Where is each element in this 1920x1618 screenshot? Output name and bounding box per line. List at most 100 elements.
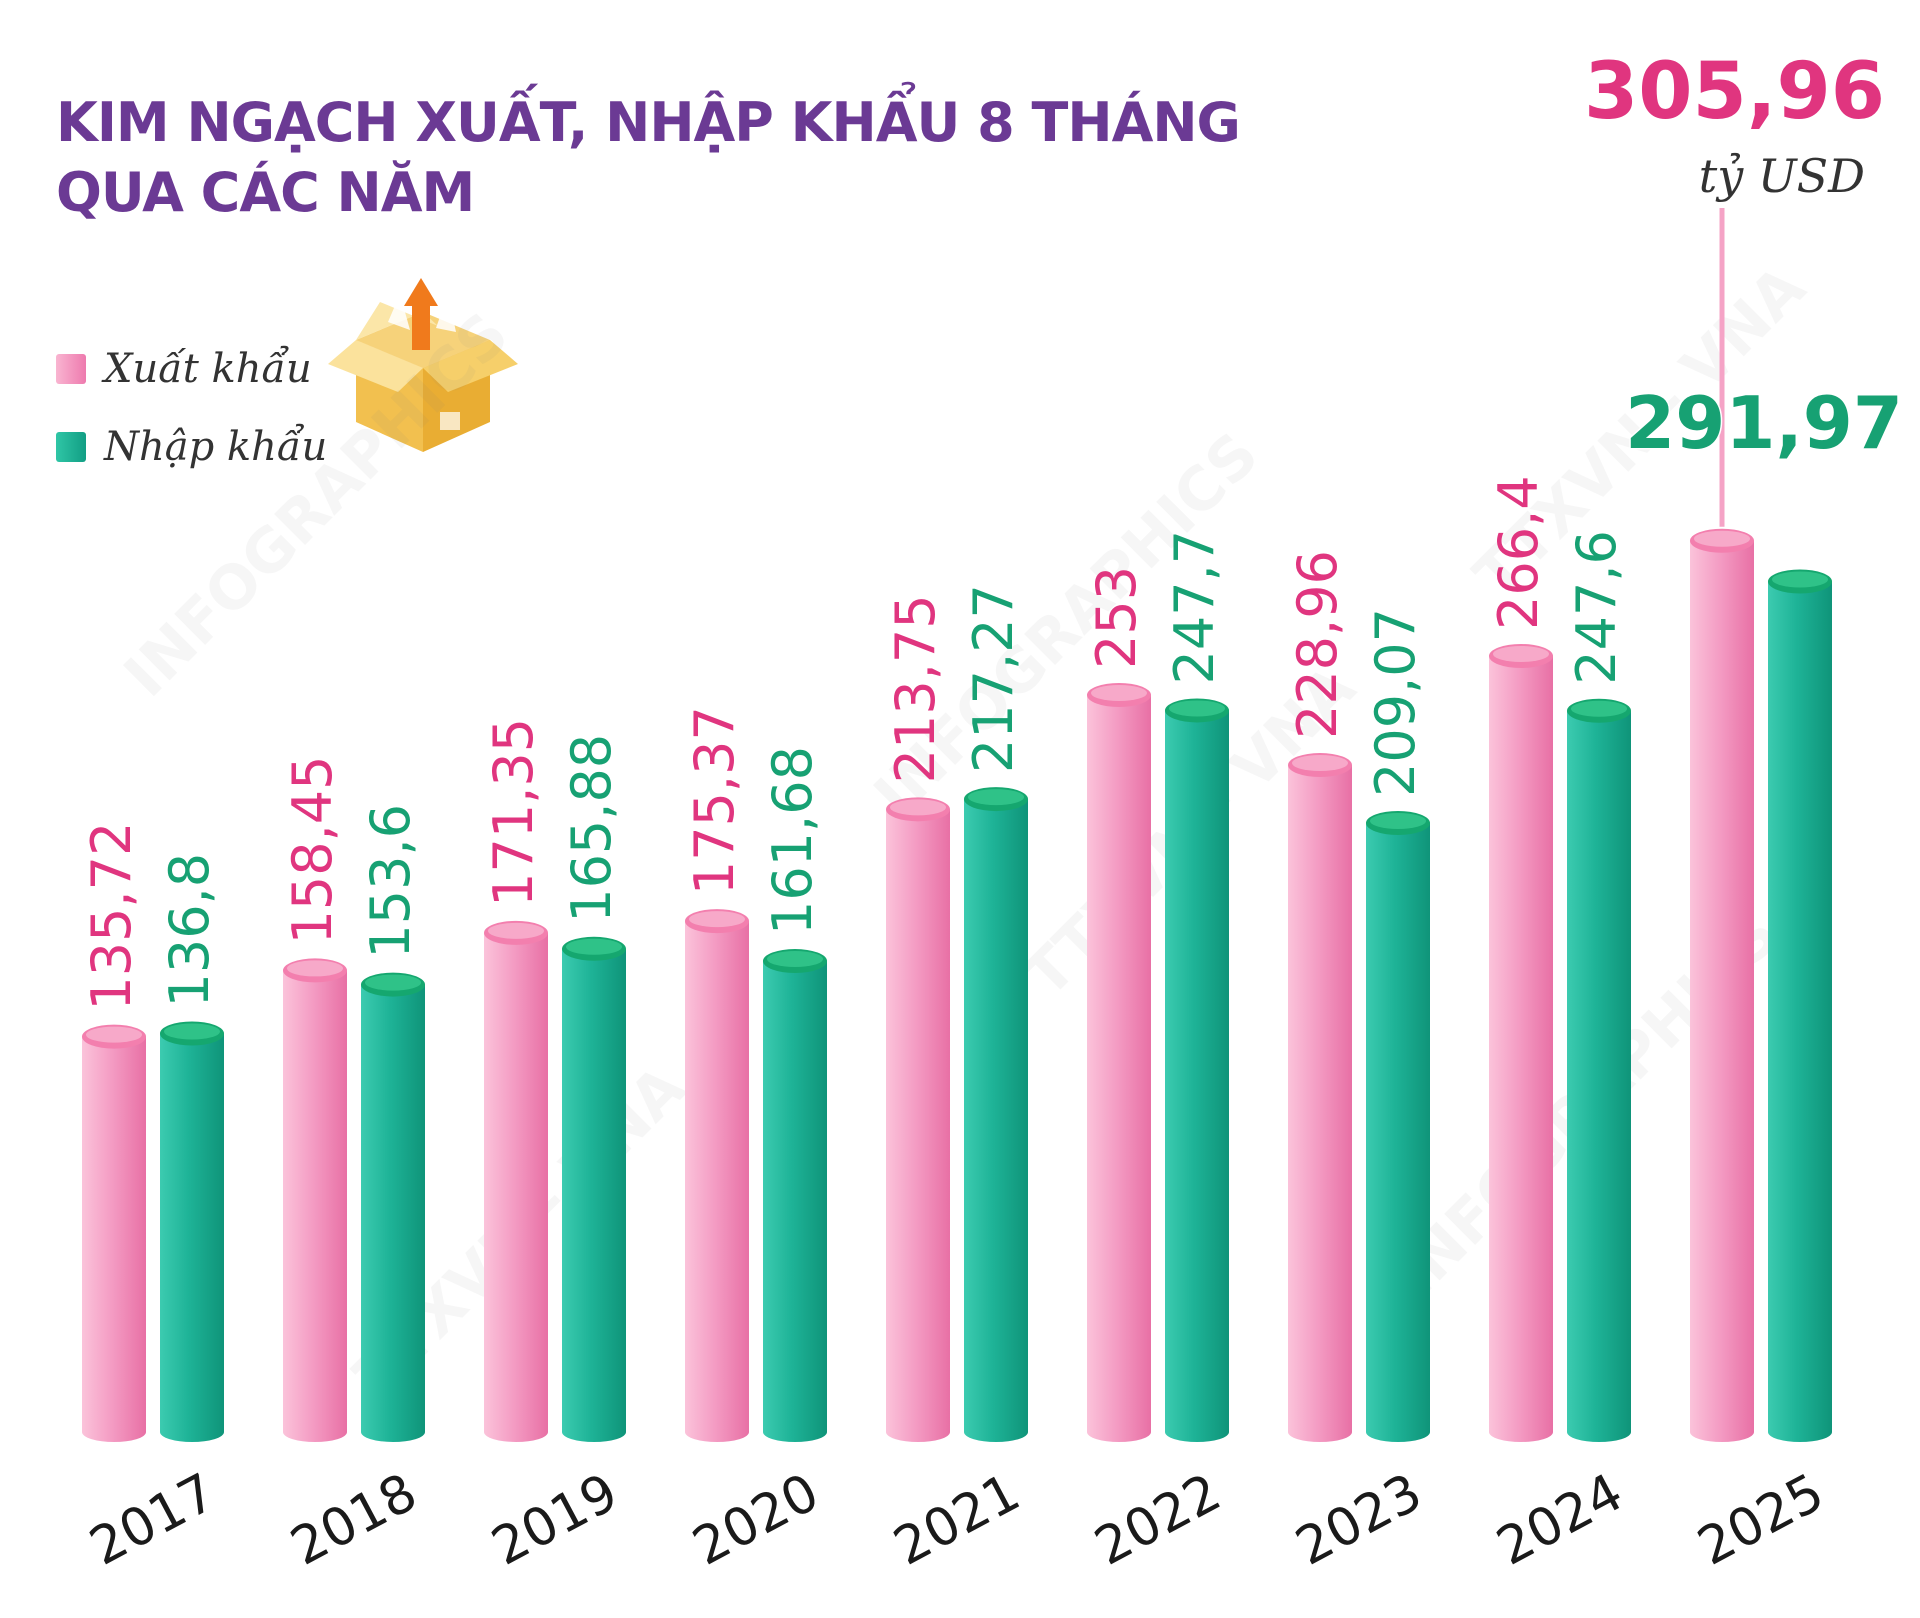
import-value-label-2017: 136,8 <box>158 853 221 1008</box>
import-value-label-2019: 165,88 <box>560 734 623 923</box>
export-bar-2023 <box>1288 765 1352 1432</box>
import-bar-base-2023 <box>1366 1422 1430 1442</box>
export-value-label-2023: 228,96 <box>1286 550 1349 739</box>
bar-group-2020: 175,37 161,68 2020 <box>683 706 829 1577</box>
import-bar-cap-highlight-2019 <box>566 938 622 955</box>
export-bar-base-2020 <box>685 1422 749 1442</box>
legend-item-export: Xuất khẩu <box>56 330 327 408</box>
export-bar-2021 <box>886 809 950 1432</box>
export-bar-2025 <box>1690 540 1754 1432</box>
export-value-label-2019: 171,35 <box>482 718 545 907</box>
import-bar-cap-highlight-2023 <box>1370 812 1426 829</box>
import-bar-cap-highlight-2024 <box>1571 700 1627 717</box>
import-value-label-2024: 247,6 <box>1565 530 1628 685</box>
import-bar-base-2025 <box>1768 1422 1832 1442</box>
import-bar-base-2019 <box>562 1422 626 1442</box>
legend-label-import: Nhập khẩu <box>104 424 328 470</box>
export-bar-base-2017 <box>82 1422 146 1442</box>
import-bar-cap-highlight-2025 <box>1772 571 1828 588</box>
legend-item-import: Nhập khẩu <box>56 408 327 486</box>
export-bar-2020 <box>685 921 749 1432</box>
year-label-2024: 2024 <box>1488 1462 1633 1577</box>
bar-group-2021: 213,75 217,27 2021 <box>884 584 1030 1577</box>
export-bar-cap-highlight-2020 <box>689 911 745 928</box>
title-line-1: KIM NGẠCH XUẤT, NHẬP KHẨU 8 THÁNG <box>56 91 1241 154</box>
import-bar-base-2018 <box>361 1422 425 1442</box>
export-value-label-2022: 253 <box>1085 566 1148 669</box>
bar-group-2025: 305,96 tỷ USD 291,97 2025 <box>1584 47 1905 1578</box>
export-bar-base-2021 <box>886 1422 950 1442</box>
year-label-2018: 2018 <box>282 1462 427 1577</box>
export-value-label-2018: 158,45 <box>281 755 344 944</box>
bar-group-2018: 158,45 153,6 2018 <box>281 755 427 1577</box>
export-bar-2018 <box>283 970 347 1432</box>
year-label-2017: 2017 <box>81 1462 226 1577</box>
import-bar-2025 <box>1768 581 1832 1432</box>
title-line-2: QUA CÁC NĂM <box>56 161 475 224</box>
import-bar-2018 <box>361 984 425 1432</box>
year-label-2025: 2025 <box>1689 1462 1834 1577</box>
export-bar-base-2023 <box>1288 1422 1352 1442</box>
import-bar-2019 <box>562 948 626 1432</box>
export-bar-2019 <box>484 932 548 1432</box>
import-bar-cap-highlight-2017 <box>164 1023 220 1040</box>
export-value-label-2020: 175,37 <box>683 706 746 895</box>
import-bar-cap-highlight-2021 <box>968 789 1024 806</box>
bar-group-2017: 135,72 136,8 2017 <box>80 822 226 1578</box>
export-bar-base-2022 <box>1087 1422 1151 1442</box>
import-bar-2021 <box>964 799 1028 1432</box>
export-value-label-2025: 305,96 <box>1584 47 1885 137</box>
export-bar-base-2019 <box>484 1422 548 1442</box>
import-value-label-2021: 217,27 <box>962 584 1025 773</box>
legend-label-export: Xuất khẩu <box>104 346 312 392</box>
export-bar-2017 <box>82 1036 146 1432</box>
import-value-label-2018: 153,6 <box>359 804 422 959</box>
unit-label: tỷ USD <box>1699 149 1865 203</box>
export-bar-cap-highlight-2018 <box>287 960 343 977</box>
export-value-label-2021: 213,75 <box>884 594 947 783</box>
import-value-label-2020: 161,68 <box>761 746 824 935</box>
import-bar-2023 <box>1366 822 1430 1432</box>
box-icon <box>328 278 518 452</box>
export-bar-base-2018 <box>283 1422 347 1442</box>
import-value-label-2023: 209,07 <box>1364 608 1427 797</box>
bar-group-2022: 253 247,7 2022 <box>1085 530 1231 1578</box>
export-bar-base-2024 <box>1489 1422 1553 1442</box>
chart-title: KIM NGẠCH XUẤT, NHẬP KHẨU 8 THÁNG QUA CÁ… <box>56 88 1241 228</box>
import-bar-base-2022 <box>1165 1422 1229 1442</box>
export-bar-cap-highlight-2017 <box>86 1026 142 1043</box>
import-bar-base-2024 <box>1567 1422 1631 1442</box>
legend-swatch-import <box>56 432 86 462</box>
export-bar-2022 <box>1087 695 1151 1432</box>
year-label-2020: 2020 <box>684 1462 829 1577</box>
year-label-2021: 2021 <box>885 1462 1030 1577</box>
export-bar-cap-highlight-2025 <box>1694 530 1750 547</box>
export-bar-base-2025 <box>1690 1422 1754 1442</box>
export-bar-cap-highlight-2021 <box>890 799 946 816</box>
export-bar-2024 <box>1489 655 1553 1432</box>
export-value-label-2017: 135,72 <box>80 822 143 1011</box>
legend: Xuất khẩu Nhập khẩu <box>56 330 327 486</box>
year-label-2019: 2019 <box>483 1462 628 1577</box>
bar-group-2019: 171,35 165,88 2019 <box>482 718 628 1578</box>
import-bar-base-2021 <box>964 1422 1028 1442</box>
import-bar-2024 <box>1567 710 1631 1432</box>
legend-swatch-export <box>56 354 86 384</box>
import-bar-cap-highlight-2022 <box>1169 700 1225 717</box>
import-bar-2022 <box>1165 710 1229 1432</box>
export-value-label-2024: 266,4 <box>1487 475 1550 630</box>
import-bar-cap-highlight-2020 <box>767 951 823 968</box>
export-bar-cap-highlight-2023 <box>1292 755 1348 772</box>
import-bar-2020 <box>763 961 827 1432</box>
export-bar-cap-highlight-2019 <box>488 922 544 939</box>
year-label-2022: 2022 <box>1086 1462 1231 1577</box>
import-bar-base-2020 <box>763 1422 827 1442</box>
watermark: INFOGRAPHICS <box>111 300 522 711</box>
import-bar-base-2017 <box>160 1422 224 1442</box>
import-bar-cap-highlight-2018 <box>365 974 421 991</box>
year-label-2023: 2023 <box>1287 1462 1432 1577</box>
import-value-label-2022: 247,7 <box>1163 530 1226 685</box>
import-bar-2017 <box>160 1033 224 1432</box>
export-bar-cap-highlight-2024 <box>1493 645 1549 662</box>
